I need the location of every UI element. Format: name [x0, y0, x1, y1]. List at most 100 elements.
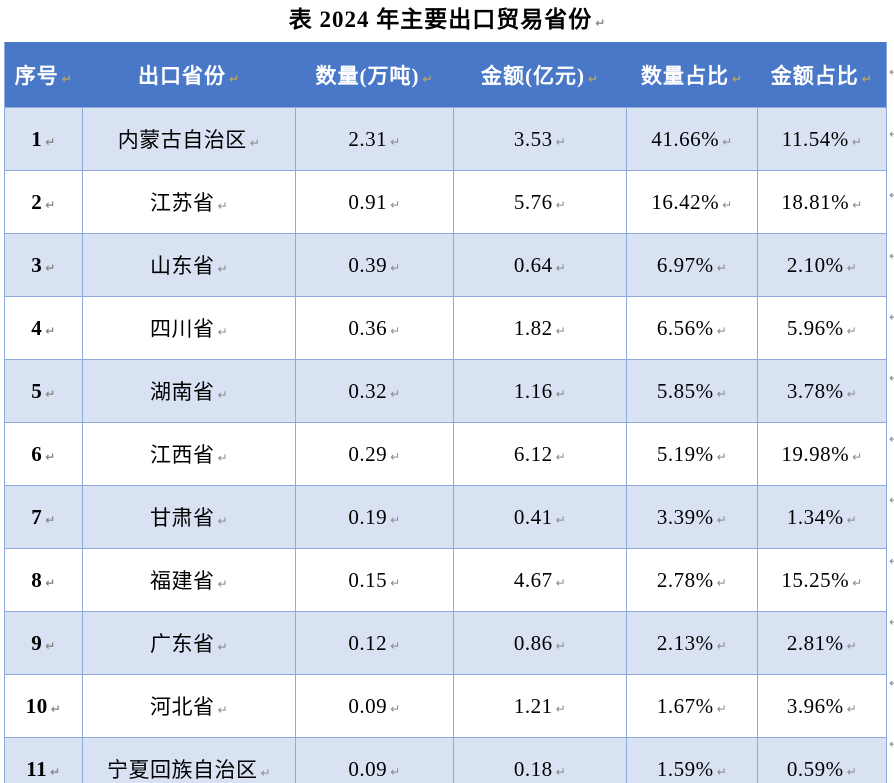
paragraph-mark-icon: ↵ [846, 764, 858, 779]
cell-province: 山东省 ↵ [82, 233, 296, 297]
paragraph-mark-icon: ↵ [50, 764, 61, 779]
paragraph-mark-icon: ↵ [555, 512, 567, 527]
cell-amount-share: 11.54% ↵ [757, 107, 887, 171]
cell-province: 河北省 ↵ [82, 674, 296, 738]
cell-amount-share: 3.96% ↵ [757, 674, 887, 738]
cell-value: 11.54% [781, 126, 849, 151]
cell-amount: 6.12 ↵ [453, 422, 627, 486]
paragraph-mark-icon: ↵ [217, 451, 229, 465]
cell-value: 福建省 [149, 569, 215, 593]
paragraph-mark-icon: ↵ [716, 386, 728, 401]
cell-amount-share: 18.81% ↵ [757, 170, 887, 234]
cell-quantity: 0.91 ↵ [295, 170, 454, 234]
cell-value: 0.64 [513, 252, 553, 277]
cell-value: 11 [26, 756, 48, 781]
paragraph-mark-icon: ↵ [390, 575, 401, 590]
cell-amount: 0.64 ↵ [453, 233, 627, 297]
cell-province: 宁夏回族自治区 ↵ [82, 737, 296, 783]
row-end-mark-icon: ↵ [889, 493, 894, 507]
cell-amount: 1.21 ↵ [453, 674, 627, 738]
cell-value: 0.41 [513, 504, 553, 529]
cell-value: 湖南省 [149, 380, 215, 404]
cell-seq: 9 ↵ [4, 611, 83, 675]
paragraph-mark-icon: ↵ [390, 134, 401, 149]
cell-value: 3.96% [786, 693, 844, 718]
cell-value: 5.76 [513, 189, 553, 214]
cell-value: 四川省 [149, 317, 215, 341]
cell-quantity: 0.36 ↵ [295, 296, 454, 360]
cell-value: 0.36 [348, 315, 388, 340]
cell-quantity: 0.12 ↵ [295, 611, 454, 675]
row-end-mark-icon: ↵ [889, 615, 894, 629]
paragraph-mark-icon: ↵ [851, 134, 863, 149]
cell-value: 1.21 [513, 693, 553, 718]
paragraph-mark-icon: ↵ [45, 260, 56, 275]
header-label: 出口省份 [137, 63, 226, 88]
row-end-mark-icon: ↵ [889, 371, 894, 385]
cell-value: 2.81% [786, 630, 844, 655]
cell-province: 甘肃省 ↵ [82, 485, 296, 549]
paragraph-mark-icon: ↵ [722, 134, 733, 149]
export-provinces-table: 序号 ↵ 出口省份 ↵ 数量(万吨) ↵ 金额(亿元) ↵ 数量占比 ↵ 金额占比 ↵ 1 ↵… [4, 42, 887, 783]
paragraph-mark-icon: ↵ [45, 134, 56, 149]
cell-value: 6.97% [656, 252, 714, 277]
paragraph-mark-icon: ↵ [217, 262, 229, 276]
cell-value: 3.53 [513, 126, 553, 151]
cell-amount: 0.18 ↵ [453, 737, 627, 783]
cell-value: 江苏省 [149, 191, 215, 215]
cell-value: 0.15 [348, 567, 388, 592]
paragraph-mark-icon: ↵ [390, 764, 401, 779]
cell-value: 3.78% [786, 378, 844, 403]
header-label: 序号 [14, 63, 59, 88]
paragraph-mark-icon: ↵ [555, 701, 567, 716]
paragraph-mark-icon: ↵ [716, 575, 728, 590]
cell-value: 1.34% [786, 504, 844, 529]
paragraph-mark-icon: ↵ [846, 701, 858, 716]
cell-value: 7 [31, 504, 43, 529]
paragraph-mark-icon: ↵ [217, 577, 229, 591]
header-amount: 金额(亿元) ↵ [453, 42, 627, 108]
cell-value: 0.29 [348, 441, 388, 466]
cell-value: 内蒙古自治区 [117, 128, 247, 152]
cell-value: 10 [25, 693, 48, 718]
cell-amount: 1.82 ↵ [453, 296, 627, 360]
header-seq: 序号 ↵ [4, 42, 83, 108]
paragraph-mark-icon: ↵ [731, 71, 744, 86]
cell-province: 江西省 ↵ [82, 422, 296, 486]
title-text: 表 2024 年主要出口贸易省份 [288, 7, 593, 32]
table-body: 1 ↵ 内蒙古自治区 ↵ 2.31 ↵ 3.53 ↵ 41.66% ↵ 11.54% ↵ 2 ↵ 江苏省 ↵ 0… [4, 107, 887, 783]
cell-value: 0.19 [348, 504, 388, 529]
paragraph-mark-icon: ↵ [45, 197, 56, 212]
cell-seq: 7 ↵ [4, 485, 83, 549]
paragraph-mark-icon: ↵ [595, 16, 606, 30]
cell-value: 41.66% [651, 126, 720, 151]
cell-value: 9 [31, 630, 43, 655]
paragraph-mark-icon: ↵ [390, 386, 401, 401]
cell-value: 19.98% [781, 441, 850, 466]
cell-value: 18.81% [781, 189, 850, 214]
paragraph-mark-icon: ↵ [228, 71, 241, 86]
cell-value: 2.13% [656, 630, 714, 655]
cell-value: 0.09 [348, 693, 388, 718]
paragraph-mark-icon: ↵ [716, 260, 728, 275]
row-end-mark-icon: ↵ [889, 432, 894, 446]
paragraph-mark-icon: ↵ [249, 136, 261, 150]
paragraph-mark-icon: ↵ [260, 766, 272, 780]
row-end-mark-icon: ↵ [889, 127, 894, 141]
cell-amount-share: 19.98% ↵ [757, 422, 887, 486]
cell-value: 0.91 [348, 189, 388, 214]
paragraph-mark-icon: ↵ [722, 197, 733, 212]
cell-amount-share: 0.59% ↵ [757, 737, 887, 783]
paragraph-mark-icon: ↵ [555, 386, 567, 401]
table-row: 3 ↵ 山东省 ↵ 0.39 ↵ 0.64 ↵ 6.97% ↵ 2.10% ↵ [4, 233, 887, 297]
paragraph-mark-icon: ↵ [217, 703, 229, 717]
header-quantity-share: 数量占比 ↵ [626, 42, 758, 108]
cell-value: 0.86 [513, 630, 553, 655]
cell-value: 宁夏回族自治区 [106, 758, 258, 782]
paragraph-mark-icon: ↵ [50, 701, 62, 716]
paragraph-mark-icon: ↵ [716, 512, 728, 527]
cell-seq: 5 ↵ [4, 359, 83, 423]
paragraph-mark-icon: ↵ [861, 71, 873, 86]
row-end-mark-icon: ↵ [889, 188, 894, 202]
page-title: 表 2024 年主要出口贸易省份 ↵ [0, 0, 894, 42]
